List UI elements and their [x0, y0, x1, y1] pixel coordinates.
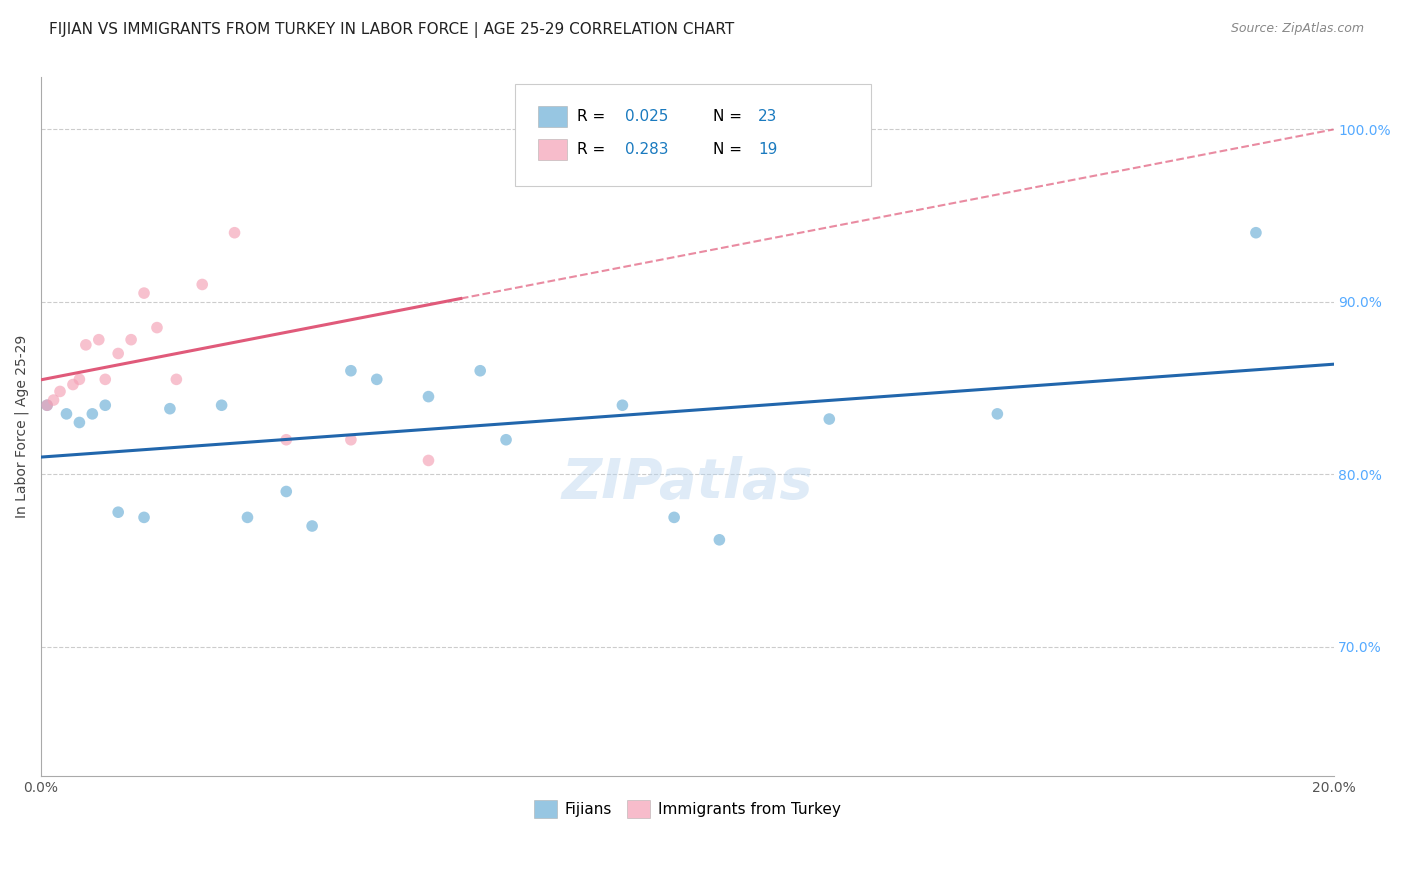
Text: 19: 19	[758, 142, 778, 157]
Point	[340, 433, 363, 447]
Point	[191, 277, 214, 292]
Point	[340, 364, 363, 378]
Point	[366, 372, 388, 386]
Point	[82, 407, 104, 421]
Point	[35, 398, 58, 412]
Point	[55, 407, 77, 421]
Point	[709, 533, 731, 547]
Text: 0.283: 0.283	[626, 142, 668, 157]
FancyBboxPatch shape	[515, 85, 870, 186]
Point	[120, 333, 142, 347]
Text: 0.025: 0.025	[626, 109, 668, 124]
Point	[62, 377, 84, 392]
FancyBboxPatch shape	[538, 139, 567, 160]
Point	[598, 119, 620, 133]
Point	[1244, 226, 1267, 240]
FancyBboxPatch shape	[538, 106, 567, 127]
Point	[986, 407, 1008, 421]
Text: N =: N =	[713, 109, 747, 124]
Point	[42, 393, 65, 408]
Point	[276, 484, 298, 499]
Point	[612, 398, 634, 412]
Legend: Fijians, Immigrants from Turkey: Fijians, Immigrants from Turkey	[527, 794, 846, 824]
Point	[132, 286, 155, 301]
Point	[94, 372, 117, 386]
Point	[35, 398, 58, 412]
Text: R =: R =	[578, 142, 610, 157]
Point	[146, 320, 169, 334]
Point	[224, 226, 246, 240]
Text: Source: ZipAtlas.com: Source: ZipAtlas.com	[1230, 22, 1364, 36]
Point	[67, 372, 90, 386]
Point	[87, 333, 110, 347]
Point	[470, 364, 492, 378]
Point	[418, 390, 440, 404]
Point	[662, 510, 685, 524]
Text: R =: R =	[578, 109, 610, 124]
Point	[276, 433, 298, 447]
Point	[94, 398, 117, 412]
Text: FIJIAN VS IMMIGRANTS FROM TURKEY IN LABOR FORCE | AGE 25-29 CORRELATION CHART: FIJIAN VS IMMIGRANTS FROM TURKEY IN LABO…	[49, 22, 734, 38]
Point	[75, 338, 97, 352]
Point	[49, 384, 72, 399]
Point	[495, 433, 517, 447]
Text: ZIPatlas: ZIPatlas	[561, 456, 813, 509]
Point	[107, 346, 129, 360]
Point	[107, 505, 129, 519]
Point	[67, 416, 90, 430]
Point	[418, 453, 440, 467]
Point	[211, 398, 233, 412]
Point	[301, 519, 323, 533]
Y-axis label: In Labor Force | Age 25-29: In Labor Force | Age 25-29	[15, 335, 30, 518]
Point	[165, 372, 187, 386]
Point	[236, 510, 259, 524]
Point	[159, 401, 181, 416]
Text: 23: 23	[758, 109, 778, 124]
Point	[818, 412, 841, 426]
Point	[132, 510, 155, 524]
Text: N =: N =	[713, 142, 747, 157]
